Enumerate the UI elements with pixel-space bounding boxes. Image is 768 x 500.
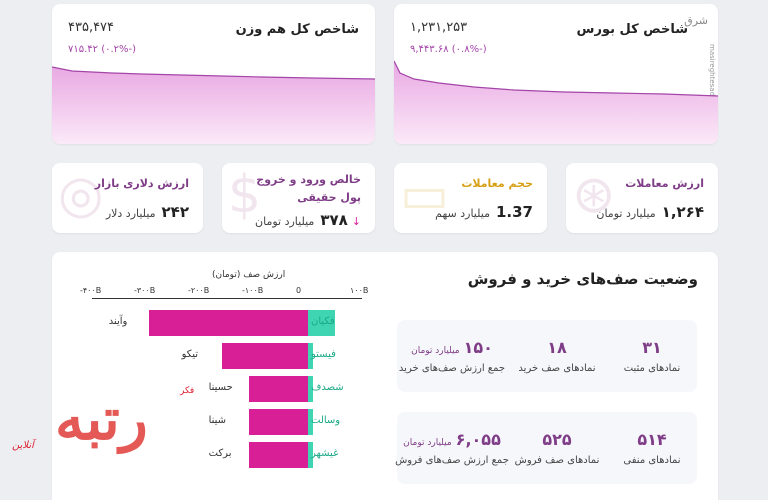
sell-queue-count: ۵۲۵ — [542, 430, 572, 449]
chart-axis — [92, 298, 362, 299]
stat-value: ۲۴۲ — [161, 203, 189, 221]
stat-value-row: ۲۴۲ میلیارد دلار — [106, 203, 189, 221]
buy-symbol-label: غیشهر — [311, 448, 339, 459]
buy-queue-bar[interactable] — [308, 343, 314, 369]
index-equal-title: شاخص کل هم وزن — [235, 22, 359, 37]
stat-value-row: ↓۳۷۸ میلیارد تومان — [255, 211, 361, 229]
stat-card-net-flow[interactable]: $ خالص ورود و خروج پول حقیقی ↓۳۷۸ میلیارد… — [222, 163, 375, 233]
buy-sum: ۱۵۰میلیارد تومان — [392, 338, 512, 357]
watermark-logo: رتبه — [55, 385, 150, 453]
watermark-sub: آنلاین — [12, 440, 34, 451]
down-arrow-icon: ↓ — [351, 215, 361, 228]
buy-queue-bar[interactable] — [308, 310, 335, 336]
stat-unit: میلیارد تومان — [255, 215, 315, 228]
stat-unit: میلیارد دلار — [105, 207, 156, 220]
buy-symbol-label: وسالت — [311, 415, 341, 426]
index-total-value: ۱,۲۳۱,۲۵۳ — [410, 20, 468, 35]
stat-unit: میلیارد سهم — [435, 207, 490, 220]
index-total-card[interactable]: شرق masireghtesad.ir شاخص کل بورس ۱,۲۳۱,… — [394, 4, 718, 144]
sell-queue-col: ۵۲۵ نمادهای صف فروش — [502, 430, 612, 466]
tick-label: -۱۰۰B — [242, 286, 264, 295]
cash-icon: ⊛ — [572, 165, 616, 225]
stat-card-volume[interactable]: ▭ حجم معاملات 1.37 میلیارد سهم — [394, 163, 547, 233]
stat-card-trade-value[interactable]: ⊛ ارزش معاملات ۱,۲۶۴ میلیارد تومان — [566, 163, 718, 233]
sell-queue-bar[interactable] — [248, 376, 308, 402]
tick-label: -۴۰۰B — [80, 286, 102, 295]
sell-symbol-label: شینا — [208, 415, 227, 426]
buy-symbol-label: شصدف — [311, 382, 344, 393]
sell-queue-bar[interactable] — [148, 310, 308, 336]
sell-summary-box: ۵۱۴ نمادهای منفی ۵۲۵ نمادهای صف فروش ۶,۰… — [395, 412, 697, 484]
index-total-title: شاخص کل بورس — [576, 22, 688, 37]
buy-symbol-label: فکیان — [311, 316, 335, 327]
sell-sum-value: ۶,۰۵۵ — [455, 430, 501, 449]
buy-queue-bar[interactable] — [308, 409, 314, 435]
sell-queue-bar[interactable] — [221, 343, 308, 369]
buy-symbol-label: فیستو — [311, 349, 336, 360]
positive-count-col: ۳۱ نمادهای مثبت — [597, 338, 707, 374]
money-bag-icon: $ — [228, 165, 262, 225]
sell-symbol-label: تیکو — [181, 349, 199, 360]
index-total-change: ۹,۴۴۳.۶۸ (۰.۸%-) — [410, 44, 487, 55]
buy-sum-label: جمع ارزش صف‌های خرید — [398, 363, 506, 374]
positive-count: ۳۱ — [642, 338, 662, 357]
buy-sum-col: ۱۵۰میلیارد تومان جمع ارزش صف‌های خرید — [392, 338, 512, 374]
tick-label: ۱۰۰B — [350, 286, 369, 295]
queue-panel: وضعیت صف‌های خرید و فروش ۳۱ نمادهای مثبت… — [52, 252, 718, 500]
negative-count: ۵۱۴ — [637, 430, 667, 449]
ticket-icon: ▭ — [400, 165, 450, 225]
buy-queue-bar[interactable] — [308, 442, 314, 468]
tick-label: -۲۰۰B — [188, 286, 210, 295]
index-total-sparkline — [394, 60, 718, 144]
index-equal-card[interactable]: شاخص کل هم وزن ۴۳۵,۴۷۴ ۷۱۵.۴۲ (۰.۲%-) — [52, 4, 375, 144]
coins-icon: ◎ — [58, 165, 104, 225]
sell-symbol-label: حسینا — [208, 382, 233, 393]
tick-label: 0 — [296, 286, 302, 295]
stat-value: ۳۷۸ — [320, 211, 348, 229]
stat-value: 1.37 — [495, 203, 533, 221]
buy-queue-col: ۱۸ نمادهای صف خرید — [502, 338, 612, 374]
stat-value: ۱,۲۶۴ — [661, 203, 704, 221]
index-equal-sparkline — [52, 66, 375, 144]
sell-queue-label: نمادهای صف فروش — [514, 455, 600, 466]
chart-title: ارزش صف (تومان) — [212, 270, 286, 280]
side-text: masireghtesad.ir — [708, 44, 716, 104]
buy-sum-unit: میلیارد تومان — [411, 346, 460, 356]
buy-queue-bar[interactable] — [308, 376, 314, 402]
tick-label: -۳۰۰B — [134, 286, 156, 295]
stat-unit: میلیارد تومان — [596, 207, 656, 220]
corner-logo: شرق — [684, 14, 708, 27]
index-equal-change: ۷۱۵.۴۲ (۰.۲%-) — [68, 44, 137, 55]
sell-symbol-label: برکت — [208, 448, 232, 459]
stat-title: خالص ورود و خروج پول حقیقی — [256, 171, 361, 207]
sell-queue-bar[interactable] — [248, 442, 308, 468]
stat-value-row: 1.37 میلیارد سهم — [435, 203, 533, 221]
stat-title: ارزش دلاری بازار — [94, 177, 189, 190]
queue-bar-chart: ارزش صف (تومان) -۴۰۰B -۳۰۰B -۲۰۰B -۱۰۰B 0 ۱۰۰… — [62, 268, 372, 496]
watermark-sub2: فکر — [180, 386, 195, 396]
index-equal-value: ۴۳۵,۴۷۴ — [68, 20, 115, 35]
stat-title-line1: خالص ورود و خروج — [256, 173, 361, 186]
negative-count-col: ۵۱۴ نمادهای منفی — [597, 430, 707, 466]
negative-label: نمادهای منفی — [623, 455, 681, 466]
stat-card-market-dollar[interactable]: ◎ ارزش دلاری بازار ۲۴۲ میلیارد دلار — [52, 163, 203, 233]
stat-title: ارزش معاملات — [625, 177, 704, 190]
buy-sum-value: ۱۵۰ — [463, 338, 493, 357]
buy-queue-count: ۱۸ — [547, 338, 567, 357]
stat-title-line2: پول حقیقی — [297, 191, 361, 204]
sell-queue-bar[interactable] — [248, 409, 308, 435]
sell-symbol-label: وآیند — [108, 316, 128, 327]
sell-sum-label: جمع ارزش صف‌های فروش — [395, 455, 509, 466]
stat-title: حجم معاملات — [461, 177, 533, 190]
sell-sum-col: ۶,۰۵۵میلیارد تومان جمع ارزش صف‌های فروش — [392, 430, 512, 466]
sell-sum-unit: میلیارد تومان — [403, 438, 452, 448]
sell-sum: ۶,۰۵۵میلیارد تومان — [392, 430, 512, 449]
panel-title: وضعیت صف‌های خرید و فروش — [467, 270, 698, 288]
stat-value-row: ۱,۲۶۴ میلیارد تومان — [596, 203, 704, 221]
buy-queue-label: نمادهای صف خرید — [518, 363, 596, 374]
buy-summary-box: ۳۱ نمادهای مثبت ۱۸ نمادهای صف خرید ۱۵۰می… — [397, 320, 697, 392]
positive-label: نمادهای مثبت — [623, 363, 681, 374]
